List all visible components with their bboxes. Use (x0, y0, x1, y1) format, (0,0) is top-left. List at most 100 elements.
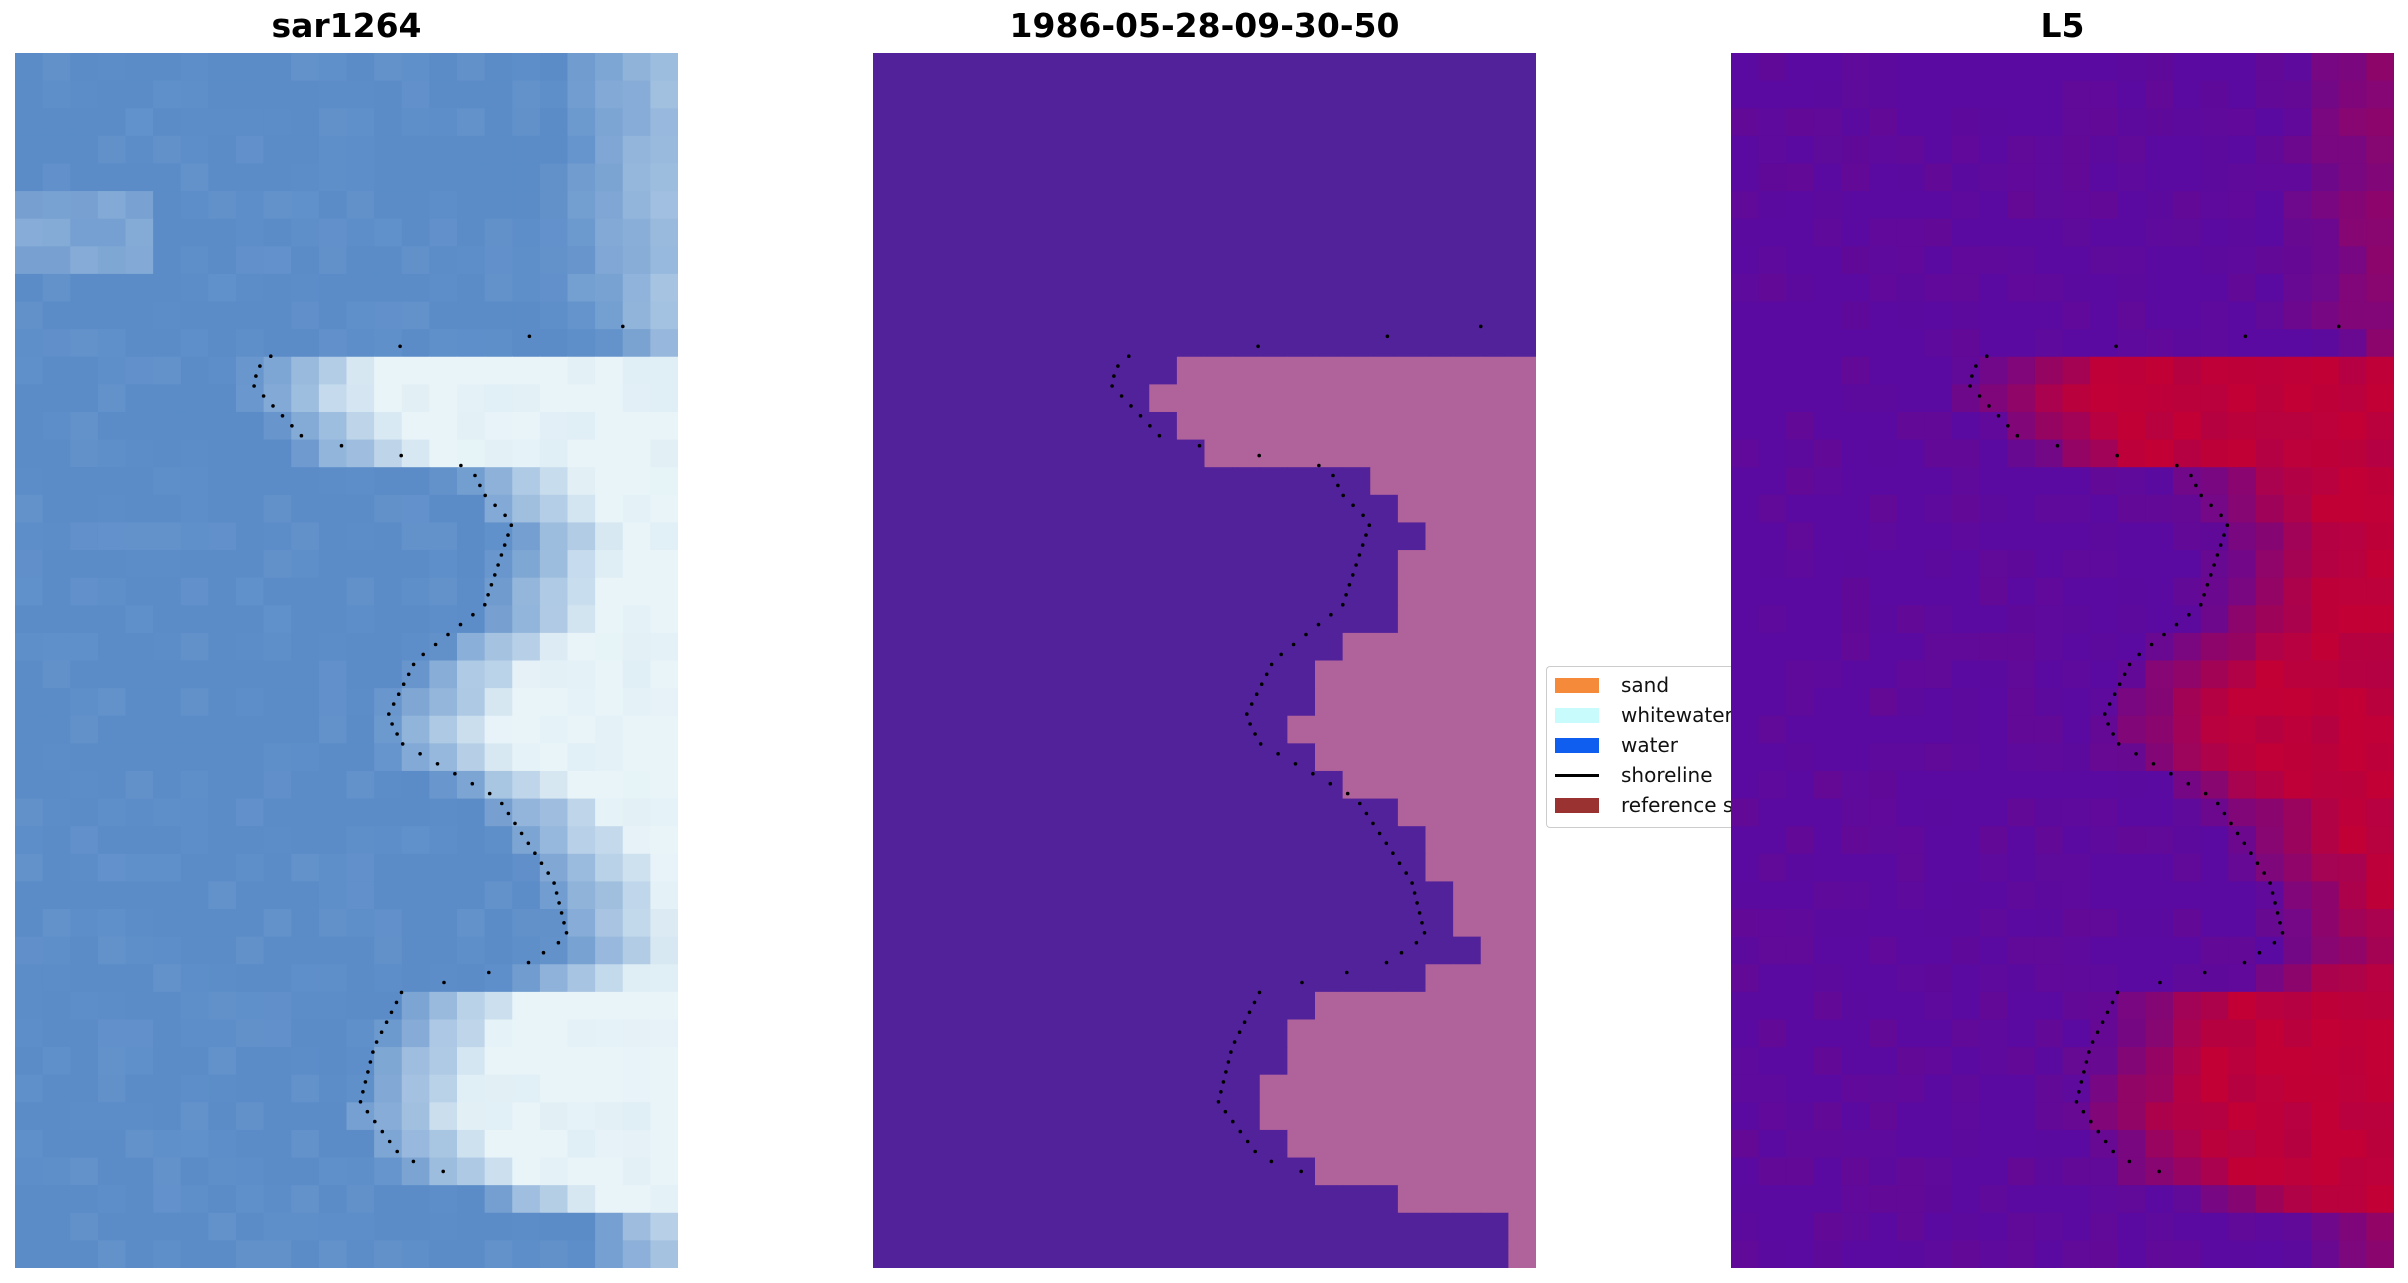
pixel-cell (1453, 411, 1482, 441)
pixel-cell (153, 1129, 182, 1159)
pixel-cell (457, 218, 486, 247)
pixel-cell (1342, 329, 1371, 358)
shoreline-dot (2111, 1149, 2115, 1154)
pixel-cell (1342, 1240, 1371, 1268)
pixel-cell (1342, 1047, 1371, 1076)
pixel-cell (1011, 660, 1040, 689)
pixel-cell (1287, 53, 1316, 82)
pixel-cell (263, 1185, 292, 1214)
pixel-cell (900, 605, 929, 634)
pixel-cell (2090, 660, 2119, 689)
shoreline-dot (384, 1020, 389, 1024)
pixel-cell (2117, 218, 2146, 247)
shoreline-dot (399, 990, 404, 995)
pixel-cell (1287, 743, 1316, 772)
pixel-cell (539, 770, 569, 800)
pixel-cell (928, 605, 957, 634)
pixel-cell (15, 550, 44, 579)
pixel-cell (1508, 329, 1536, 358)
pixel-cell (401, 467, 430, 496)
pixel-cell (1397, 329, 1427, 358)
pixel-cell (2062, 1157, 2091, 1186)
shoreline-dot (1371, 821, 1375, 826)
pixel-cell (2200, 1129, 2229, 1159)
shoreline-dot (2106, 722, 2110, 726)
pixel-cell (1786, 80, 1815, 109)
pixel-cell (2311, 936, 2340, 965)
pixel-cell (1869, 1047, 1898, 1076)
pixel-cell (457, 770, 486, 800)
pixel-cell (1979, 632, 2008, 662)
pixel-cell (1952, 218, 1981, 247)
pixel-cell (1979, 53, 2008, 82)
pixel-cell (180, 936, 209, 965)
pixel-cell (2062, 522, 2091, 551)
pixel-cell (1176, 688, 1206, 717)
pixel-cell (1924, 715, 1953, 744)
pixel-cell (263, 991, 292, 1021)
pixel-cell (2090, 1157, 2119, 1186)
pixel-cell (42, 1074, 71, 1103)
pixel-cell (1869, 301, 1898, 330)
shoreline-dot (541, 950, 546, 955)
pixel-cell (1232, 770, 1261, 800)
pixel-cell (1315, 301, 1344, 330)
pixel-cell (291, 1019, 320, 1048)
pixel-cell (15, 384, 44, 413)
pixel-cell (1232, 826, 1261, 855)
pixel-cell (2255, 1074, 2285, 1103)
pixel-cell (1896, 853, 1925, 883)
pixel-cell (1204, 1019, 1233, 1048)
pixel-cell (1287, 550, 1316, 579)
pixel-cell (1204, 715, 1233, 744)
pixel-cell (622, 135, 651, 165)
pixel-cell (2228, 1157, 2257, 1186)
pixel-cell (97, 301, 127, 330)
pixel-cell (2034, 1212, 2064, 1241)
pixel-cell (1315, 936, 1344, 965)
pixel-cell (2311, 1074, 2340, 1103)
pixel-cell (1952, 494, 1981, 524)
pixel-cell (1176, 1157, 1206, 1186)
pixel-cell (2117, 1074, 2146, 1103)
pixel-cell (374, 826, 403, 855)
pixel-cell (1758, 550, 1787, 579)
pixel-cell (2283, 605, 2312, 634)
pixel-cell (42, 1212, 71, 1241)
pixel-cell (1149, 108, 1178, 137)
pixel-cell (15, 1212, 44, 1241)
pixel-cell (955, 301, 985, 330)
pixel-cell (125, 411, 154, 441)
pixel-cell (1232, 246, 1261, 275)
pixel-cell (15, 439, 44, 468)
pixel-cell (2173, 550, 2202, 579)
pixel-cell (622, 1129, 651, 1159)
pixel-cell (1315, 1019, 1344, 1048)
pixel-cell (2255, 1212, 2285, 1241)
pixel-cell (125, 1185, 154, 1214)
pixel-cell (1731, 991, 1760, 1021)
pixel-cell (1453, 1185, 1482, 1214)
shoreline-dot (1197, 443, 1202, 448)
pixel-cell (1066, 135, 1095, 165)
pixel-cell (1453, 218, 1482, 247)
pixel-cell (1094, 1102, 1123, 1131)
pixel-cell (1758, 467, 1787, 496)
pixel-cell (1952, 1212, 1981, 1241)
pixel-cell (1758, 743, 1787, 772)
pixel-cell (2255, 798, 2285, 827)
pixel-cell (1342, 660, 1371, 689)
pixel-cell (457, 1047, 486, 1076)
shoreline-dot (2162, 632, 2166, 637)
legend-line-shoreline (1555, 773, 1599, 777)
pixel-cell (1896, 605, 1925, 634)
pixel-cell (42, 246, 71, 275)
pixel-cell (70, 1212, 99, 1241)
pixel-cell (622, 53, 651, 82)
pixel-cell (1924, 1102, 1953, 1131)
pixel-cell (2173, 218, 2202, 247)
pixel-cell (1731, 1102, 1760, 1131)
pixel-cell (1011, 163, 1040, 192)
pixel-cell (42, 494, 71, 524)
pixel-cell (291, 936, 320, 965)
